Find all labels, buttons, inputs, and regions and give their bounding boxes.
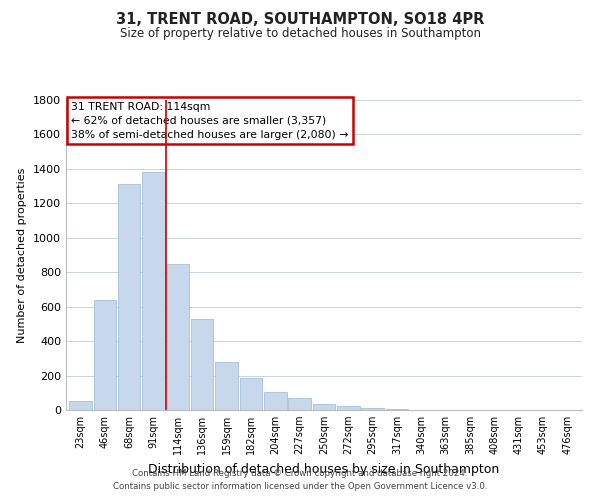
Text: Contains public sector information licensed under the Open Government Licence v3: Contains public sector information licen… [113, 482, 487, 491]
Bar [215, 362, 238, 410]
Bar [386, 409, 408, 410]
Bar [264, 392, 287, 410]
Bar [289, 398, 311, 410]
Y-axis label: Number of detached properties: Number of detached properties [17, 168, 28, 342]
Text: 31 TRENT ROAD: 114sqm
← 62% of detached houses are smaller (3,357)
38% of semi-d: 31 TRENT ROAD: 114sqm ← 62% of detached … [71, 102, 349, 140]
Bar [70, 400, 92, 410]
X-axis label: Distribution of detached houses by size in Southampton: Distribution of detached houses by size … [148, 462, 500, 475]
Text: Size of property relative to detached houses in Southampton: Size of property relative to detached ho… [119, 28, 481, 40]
Bar [337, 406, 359, 410]
Bar [313, 404, 335, 410]
Bar [167, 264, 189, 410]
Bar [361, 408, 384, 410]
Bar [240, 378, 262, 410]
Bar [118, 184, 140, 410]
Text: 31, TRENT ROAD, SOUTHAMPTON, SO18 4PR: 31, TRENT ROAD, SOUTHAMPTON, SO18 4PR [116, 12, 484, 28]
Bar [94, 300, 116, 410]
Bar [191, 318, 214, 410]
Text: Contains HM Land Registry data © Crown copyright and database right 2024.: Contains HM Land Registry data © Crown c… [132, 468, 468, 477]
Bar [142, 172, 165, 410]
